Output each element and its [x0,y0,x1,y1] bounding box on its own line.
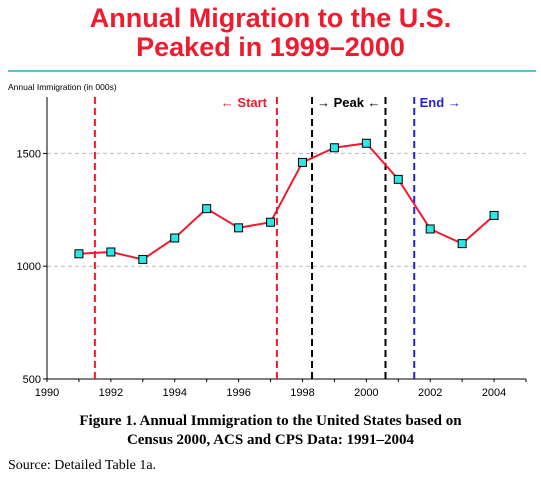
data-point [457,239,467,249]
x-tick-label: 1998 [290,387,314,399]
annotation-end: End → [420,95,461,110]
data-point [234,223,244,233]
data-point [425,224,435,234]
x-tick-label: 1996 [226,387,250,399]
data-point [489,210,499,220]
annotation-peak: → Peak ← [317,95,381,110]
data-point [297,157,307,167]
figure-caption: Figure 1. Annual Immigration to the Unit… [0,412,541,450]
data-point [202,204,212,214]
data-point [329,143,339,153]
figure-caption-line-2: Census 2000, ACS and CPS Data: 1991–2004 [126,432,415,448]
y-axis-title: Annual Immigration (in 000s) [8,82,117,92]
data-point [170,233,180,243]
data-point [74,249,84,259]
figure-caption-line-1: Figure 1. Annual Immigration to the Unit… [79,413,462,429]
data-point [361,138,371,148]
x-tick-label: 1992 [99,387,123,399]
data-point [138,254,148,264]
y-tick-label: 1500 [17,148,41,160]
data-point [106,247,116,257]
x-tick-label: 2004 [482,387,506,399]
x-tick-label: 2002 [418,387,442,399]
series-line [78,142,495,261]
chart-title-line-2: Peaked in 1999–2000 [136,32,405,62]
x-tick-label: 1990 [35,387,59,399]
chart-title-line-1: Annual Migration to the U.S. [89,3,452,33]
line-chart: Annual Immigration (in 000s) 500 1000 1500 1… [8,82,527,399]
x-tick-label: 1994 [162,387,186,399]
x-tick-label: 2000 [354,387,378,399]
annotation-start: ← Start [221,95,268,110]
chart-title: Annual Migration to the U.S. Peaked in 1… [0,4,541,62]
y-tick-label: 500 [23,374,41,386]
title-divider [8,70,536,72]
data-point [266,217,276,227]
data-point [393,174,403,184]
source-note: Source: Detailed Table 1a. [8,458,157,473]
plot-layer: Annual Immigration (in 000s) 500 1000 1500 1… [8,82,527,399]
y-tick-label: 1000 [17,261,41,273]
